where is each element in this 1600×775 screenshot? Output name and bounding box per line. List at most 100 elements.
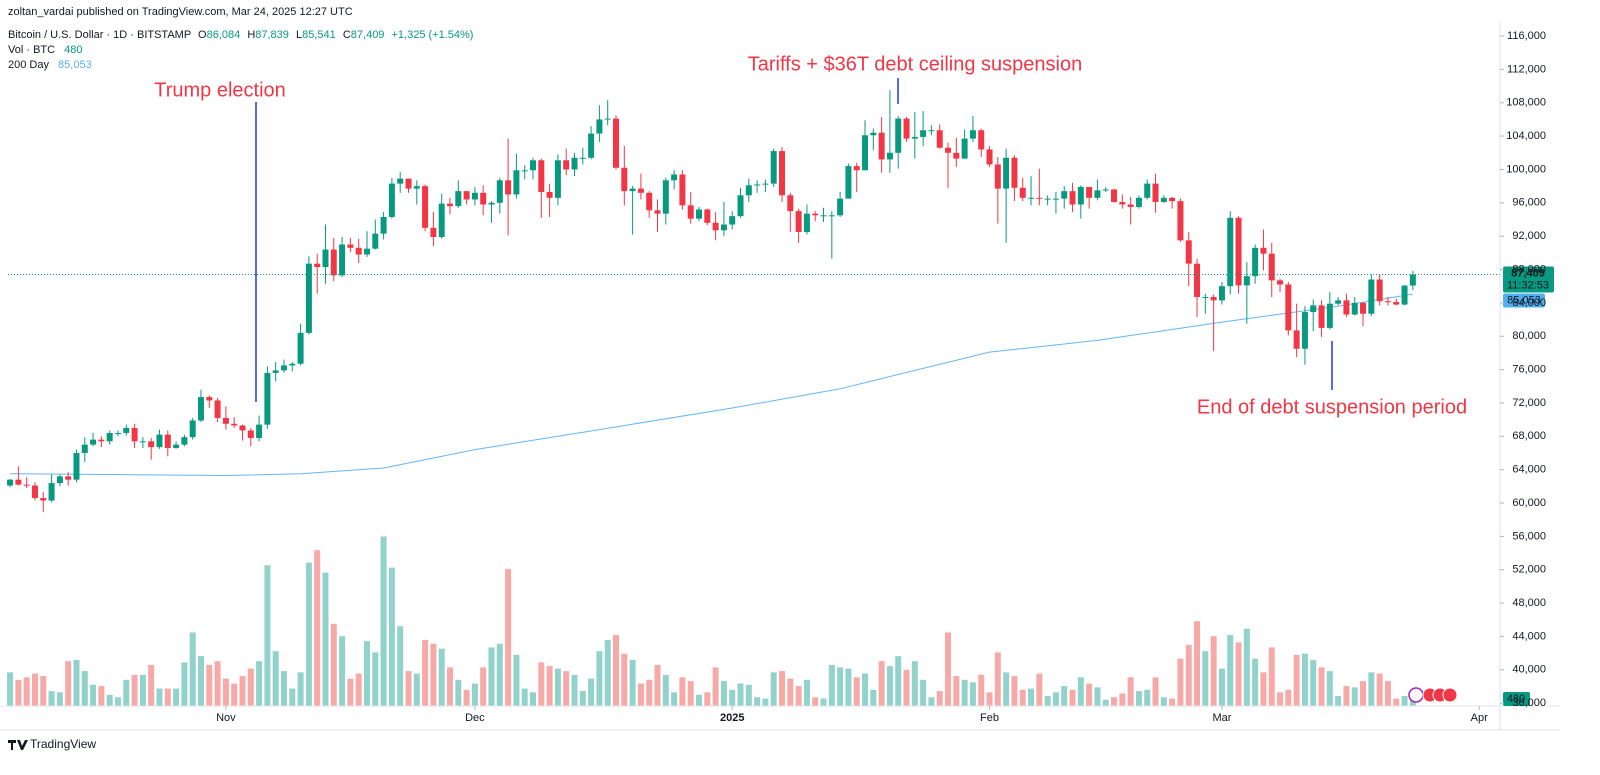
- y-tick-label: 96,000: [1512, 197, 1546, 209]
- candle-body: [23, 484, 30, 486]
- volume-bar: [264, 565, 271, 706]
- candle-body: [297, 332, 304, 364]
- candle-body: [471, 192, 478, 200]
- candle-body: [1177, 201, 1184, 241]
- candle-body: [1077, 186, 1084, 205]
- candle-body: [729, 216, 736, 225]
- volume-bar: [928, 697, 935, 706]
- annotation: Trump election: [154, 79, 286, 101]
- volume-bar: [870, 689, 877, 706]
- candle-body: [903, 118, 910, 139]
- candle-body: [1160, 197, 1167, 202]
- candle-body: [978, 130, 985, 150]
- volume-bar: [222, 678, 229, 706]
- volume-bar: [90, 684, 97, 706]
- candle-body: [953, 152, 960, 159]
- volume-bar: [1119, 693, 1126, 706]
- footer-text: TradingView: [30, 737, 96, 751]
- candle-body: [803, 213, 810, 232]
- volume-bar: [413, 673, 420, 706]
- footer-logo: TradingView: [8, 737, 96, 751]
- annotation: End of debt suspension period: [1197, 396, 1467, 418]
- volume-bar: [181, 662, 188, 706]
- candle-body: [65, 476, 72, 480]
- volume-bar: [1102, 699, 1109, 706]
- volume-bar: [1293, 654, 1300, 706]
- volume-bar: [546, 666, 553, 706]
- volume-bar: [1268, 647, 1275, 706]
- volume-bar: [737, 683, 744, 706]
- volume-bar: [1384, 681, 1391, 706]
- volume-bar: [629, 659, 636, 706]
- volume-bar: [289, 688, 296, 706]
- candle-body: [1086, 186, 1093, 198]
- candle-body: [754, 184, 761, 186]
- volume-bar: [48, 691, 55, 706]
- volume-bar: [1003, 672, 1010, 706]
- candle-body: [413, 186, 420, 189]
- candle-body: [1152, 183, 1159, 202]
- volume-bar: [795, 686, 802, 706]
- volume-bar: [770, 672, 777, 706]
- volume-bar: [588, 678, 595, 706]
- y-tick-label: 72,000: [1512, 397, 1546, 409]
- volume-bar: [637, 683, 644, 706]
- volume-bar: [355, 673, 362, 706]
- candle-body: [339, 244, 346, 276]
- candle-body: [1003, 157, 1010, 189]
- candle-body: [164, 434, 171, 448]
- volume-bar: [123, 679, 130, 706]
- candle-body: [380, 216, 387, 234]
- candle-body: [1094, 190, 1101, 198]
- volume-bar: [1326, 671, 1333, 706]
- y-tick-label: 84,000: [1512, 297, 1546, 309]
- legend-symbol-name: Bitcoin / U.S. Dollar · 1D · BITSTAMP: [8, 29, 191, 41]
- legend-value: 87,409: [351, 29, 385, 41]
- volume-bar: [895, 656, 902, 706]
- volume-bar: [920, 679, 927, 706]
- candle-body: [280, 365, 287, 371]
- legend-change: +1,325 (+1.54%): [392, 29, 474, 41]
- volume-bar: [803, 679, 810, 706]
- candle-body: [878, 132, 885, 160]
- volume-bar: [256, 661, 263, 706]
- legend-volume: Vol · BTC 480: [8, 44, 83, 56]
- volume-bar: [754, 697, 761, 706]
- volume-bar: [679, 677, 686, 706]
- candle-body: [1061, 191, 1068, 199]
- ma-badge: [1503, 293, 1545, 308]
- candle-body: [920, 130, 927, 137]
- volume-bar: [878, 661, 885, 706]
- moving-average-line: [10, 293, 1413, 477]
- volume-bar: [314, 550, 321, 706]
- volume-bar: [305, 562, 312, 706]
- candle-body: [886, 152, 893, 160]
- candle-body: [264, 372, 271, 425]
- logo-mark: [8, 740, 28, 750]
- candle-body: [123, 427, 130, 433]
- volume-bar: [1335, 696, 1342, 706]
- candle-body: [604, 118, 611, 120]
- candle-body: [745, 185, 752, 196]
- volume-bar: [106, 694, 113, 706]
- last-price-badge: [1503, 266, 1554, 293]
- candle-body: [330, 249, 337, 276]
- candle-body: [936, 130, 943, 148]
- candle-body: [372, 233, 379, 249]
- candle-body: [1293, 330, 1300, 349]
- legend-symbol: Bitcoin / U.S. Dollar · 1D · BITSTAMP O8…: [8, 29, 473, 41]
- legend-key: C: [343, 29, 351, 41]
- candle-body: [1185, 240, 1192, 264]
- candle-body: [131, 427, 138, 442]
- candle-body: [554, 160, 561, 198]
- candle-body: [1393, 302, 1400, 305]
- candle-body: [579, 157, 586, 159]
- candle-body: [1028, 197, 1035, 199]
- candle-body: [1318, 305, 1325, 328]
- volume-bar: [1069, 689, 1076, 706]
- candle-body: [779, 151, 786, 196]
- candle-body: [98, 439, 105, 442]
- candle-body: [314, 263, 321, 268]
- x-tick-label: Apr: [1471, 712, 1488, 724]
